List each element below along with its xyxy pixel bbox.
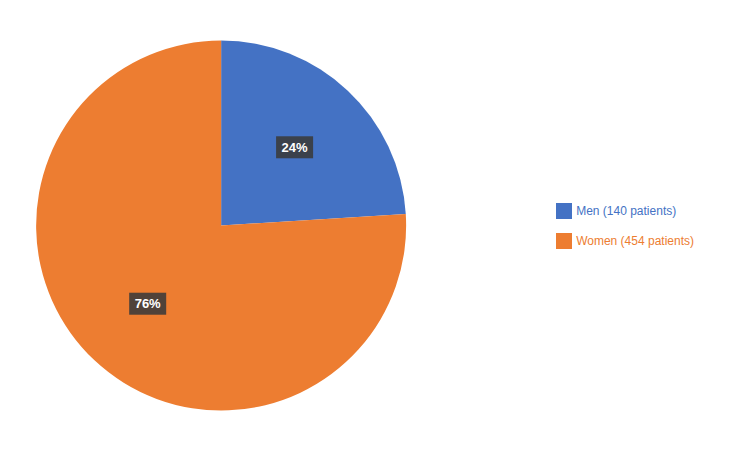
svg-text:24%: 24% bbox=[282, 140, 308, 155]
html-text:Women (454 patients): Women (454 patients) bbox=[576, 233, 694, 248]
html-text:Men (140 patients): Men (140 patients) bbox=[576, 203, 677, 218]
svg-text:76%: 76% bbox=[135, 296, 161, 311]
